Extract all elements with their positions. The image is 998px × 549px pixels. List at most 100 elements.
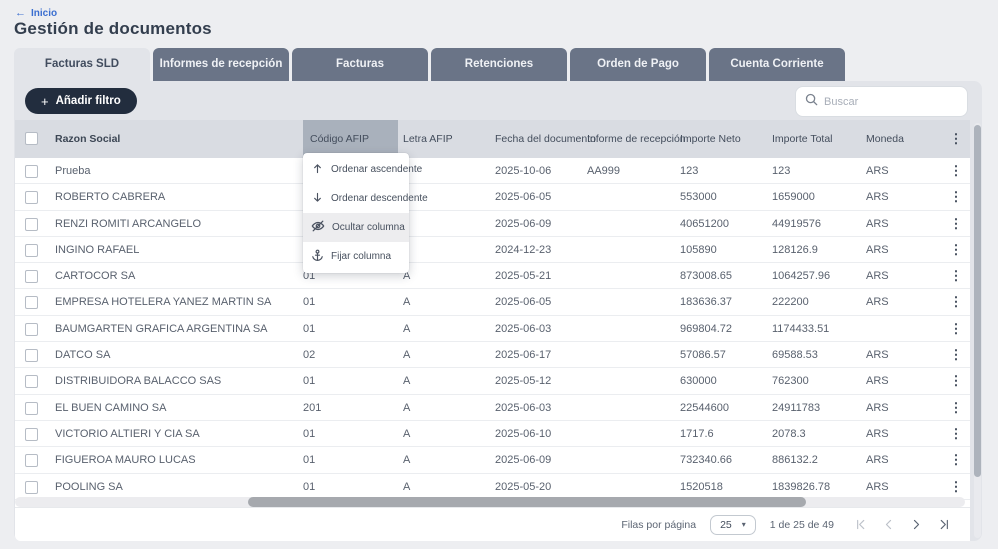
row-checkbox-cell [25, 316, 53, 346]
column-header-razon-social[interactable]: Razon Social [55, 133, 121, 145]
cell-codigo-afip: 02 [303, 349, 316, 362]
cell-codigo-afip: 01 [303, 270, 316, 283]
tab-retenciones[interactable]: Retenciones [431, 48, 567, 81]
table-row: Prueba 2025-10-06 AA999 123 123 ARS ⋮ [15, 158, 970, 185]
row-options-kebab-icon[interactable]: ⋮ [949, 215, 963, 231]
table-row: VICTORIO ALTIERI Y CIA SA 01 A 2025-06-1… [15, 421, 970, 448]
cell-letra-afip: A [403, 454, 411, 467]
row-checkbox[interactable] [25, 217, 38, 231]
row-options-kebab-icon[interactable]: ⋮ [949, 373, 963, 389]
breadcrumb[interactable]: ← Inicio [15, 7, 57, 19]
tab-orden-de-pago[interactable]: Orden de Pago [570, 48, 706, 81]
row-checkbox-cell [25, 158, 53, 188]
cell-fecha-documento: 2025-05-21 [495, 270, 552, 283]
cell-fecha-documento: 2025-06-03 [495, 322, 552, 335]
table-row: INGINO RAFAEL 2024-12-23 105890 128126.9… [15, 237, 970, 264]
row-options-kebab-icon[interactable]: ⋮ [949, 294, 963, 310]
vertical-scrollbar-thumb[interactable] [974, 125, 981, 477]
row-checkbox[interactable] [25, 454, 38, 468]
row-checkbox[interactable] [25, 401, 38, 415]
prev-page-button[interactable] [876, 513, 900, 537]
row-checkbox[interactable] [25, 375, 38, 389]
row-options-kebab-icon[interactable]: ⋮ [949, 399, 963, 415]
row-checkbox-cell [25, 421, 53, 451]
cell-razon-social: VICTORIO ALTIERI Y CIA SA [55, 427, 200, 440]
row-options-kebab-icon[interactable]: ⋮ [949, 241, 963, 257]
cell-moneda: ARS [866, 217, 889, 230]
row-options-kebab-icon[interactable]: ⋮ [949, 268, 963, 284]
row-checkbox[interactable] [25, 427, 38, 441]
table-row: CARTOCOR SA 01 A 2025-05-21 873008.65 10… [15, 263, 970, 290]
eye-off-icon [311, 219, 325, 236]
table-header: Razon Social Código AFIP Letra AFIP Fech… [15, 120, 970, 158]
row-checkbox[interactable] [25, 349, 38, 363]
cell-importe-neto: 183636.37 [680, 296, 732, 309]
menu-item-ordenar-ascendente[interactable]: Ordenar ascendente [303, 155, 422, 184]
row-checkbox-cell [25, 447, 53, 477]
cell-importe-neto: 969804.72 [680, 322, 732, 335]
row-options-kebab-icon[interactable]: ⋮ [949, 189, 963, 205]
row-options-kebab-icon[interactable]: ⋮ [949, 478, 963, 494]
table-row: POOLING SA 01 A 2025-05-20 1520518 18398… [15, 474, 970, 500]
header-checkbox-cell [25, 120, 53, 161]
row-checkbox[interactable] [25, 322, 38, 336]
table-options-kebab-icon[interactable]: ⋮ [949, 131, 963, 146]
cell-importe-total: 128126.9 [772, 243, 818, 256]
row-options-kebab-icon[interactable]: ⋮ [949, 452, 963, 468]
cell-letra-afip: A [403, 322, 411, 335]
cell-importe-total: 1064257.96 [772, 270, 831, 283]
menu-item-fijar-columna[interactable]: Fijar columna [303, 242, 409, 271]
first-page-button[interactable] [848, 513, 872, 537]
cell-razon-social: POOLING SA [55, 480, 123, 493]
horizontal-scrollbar-thumb[interactable] [248, 497, 806, 507]
select-all-checkbox[interactable] [25, 132, 38, 145]
menu-item-ocultar-columna[interactable]: Ocultar columna [303, 213, 409, 242]
row-menu-cell: ⋮ [945, 184, 967, 211]
row-checkbox[interactable] [25, 480, 38, 494]
menu-item-ordenar-descendente[interactable]: Ordenar descendente [303, 184, 428, 213]
column-header-fecha-documento[interactable]: Fecha del documento [495, 133, 596, 145]
rows-per-page-value: 25 [720, 518, 732, 531]
tab-facturas-sld[interactable]: Facturas SLD [14, 48, 150, 81]
row-checkbox-cell [25, 263, 53, 293]
cell-razon-social: Prueba [55, 165, 91, 177]
search-input[interactable] [824, 95, 958, 108]
cell-fecha-documento: 2025-06-05 [495, 191, 552, 204]
row-checkbox-cell [25, 211, 53, 241]
add-filter-button[interactable]: + Añadir filtro [25, 88, 137, 114]
row-menu-cell: ⋮ [945, 211, 967, 238]
cell-moneda: ARS [866, 191, 889, 204]
column-header-informe-recepcion[interactable]: Informe de recepción [587, 133, 686, 145]
row-checkbox[interactable] [25, 191, 38, 205]
next-page-button[interactable] [904, 513, 928, 537]
cell-fecha-documento: 2025-06-10 [495, 427, 552, 440]
search-box[interactable] [795, 86, 968, 117]
tab-cuenta-corriente[interactable]: Cuenta Corriente [709, 48, 845, 81]
tab-facturas[interactable]: Facturas [292, 48, 428, 81]
row-options-kebab-icon[interactable]: ⋮ [949, 163, 963, 178]
row-options-kebab-icon[interactable]: ⋮ [949, 425, 963, 441]
row-checkbox[interactable] [25, 165, 38, 178]
column-header-importe-total[interactable]: Importe Total [772, 133, 833, 145]
cell-importe-neto: 1717.6 [680, 427, 714, 440]
page-title: Gestión de documentos [14, 19, 212, 38]
column-header-importe-neto[interactable]: Importe Neto [680, 133, 741, 145]
cell-razon-social: FIGUEROA MAURO LUCAS [55, 454, 196, 467]
row-checkbox[interactable] [25, 270, 38, 284]
column-header-codigo-afip[interactable]: Código AFIP [310, 133, 369, 145]
last-page-button[interactable] [932, 513, 956, 537]
cell-importe-neto: 553000 [680, 191, 717, 204]
tab-informes-de-recepci-n[interactable]: Informes de recepción [153, 48, 289, 81]
table-footer: Filas por página 25 ▾ 1 de 25 de 49 [15, 507, 970, 541]
sorted-column-highlight [303, 120, 398, 158]
cell-fecha-documento: 2025-06-17 [495, 349, 552, 362]
row-options-kebab-icon[interactable]: ⋮ [949, 320, 963, 336]
rows-per-page-select[interactable]: 25 ▾ [710, 514, 756, 535]
row-checkbox[interactable] [25, 296, 38, 310]
cell-letra-afip: A [403, 427, 411, 440]
cell-importe-neto: 123 [680, 165, 699, 177]
row-options-kebab-icon[interactable]: ⋮ [949, 347, 963, 363]
column-header-letra-afip[interactable]: Letra AFIP [403, 133, 453, 145]
column-header-moneda[interactable]: Moneda [866, 133, 904, 145]
row-checkbox[interactable] [25, 243, 38, 257]
